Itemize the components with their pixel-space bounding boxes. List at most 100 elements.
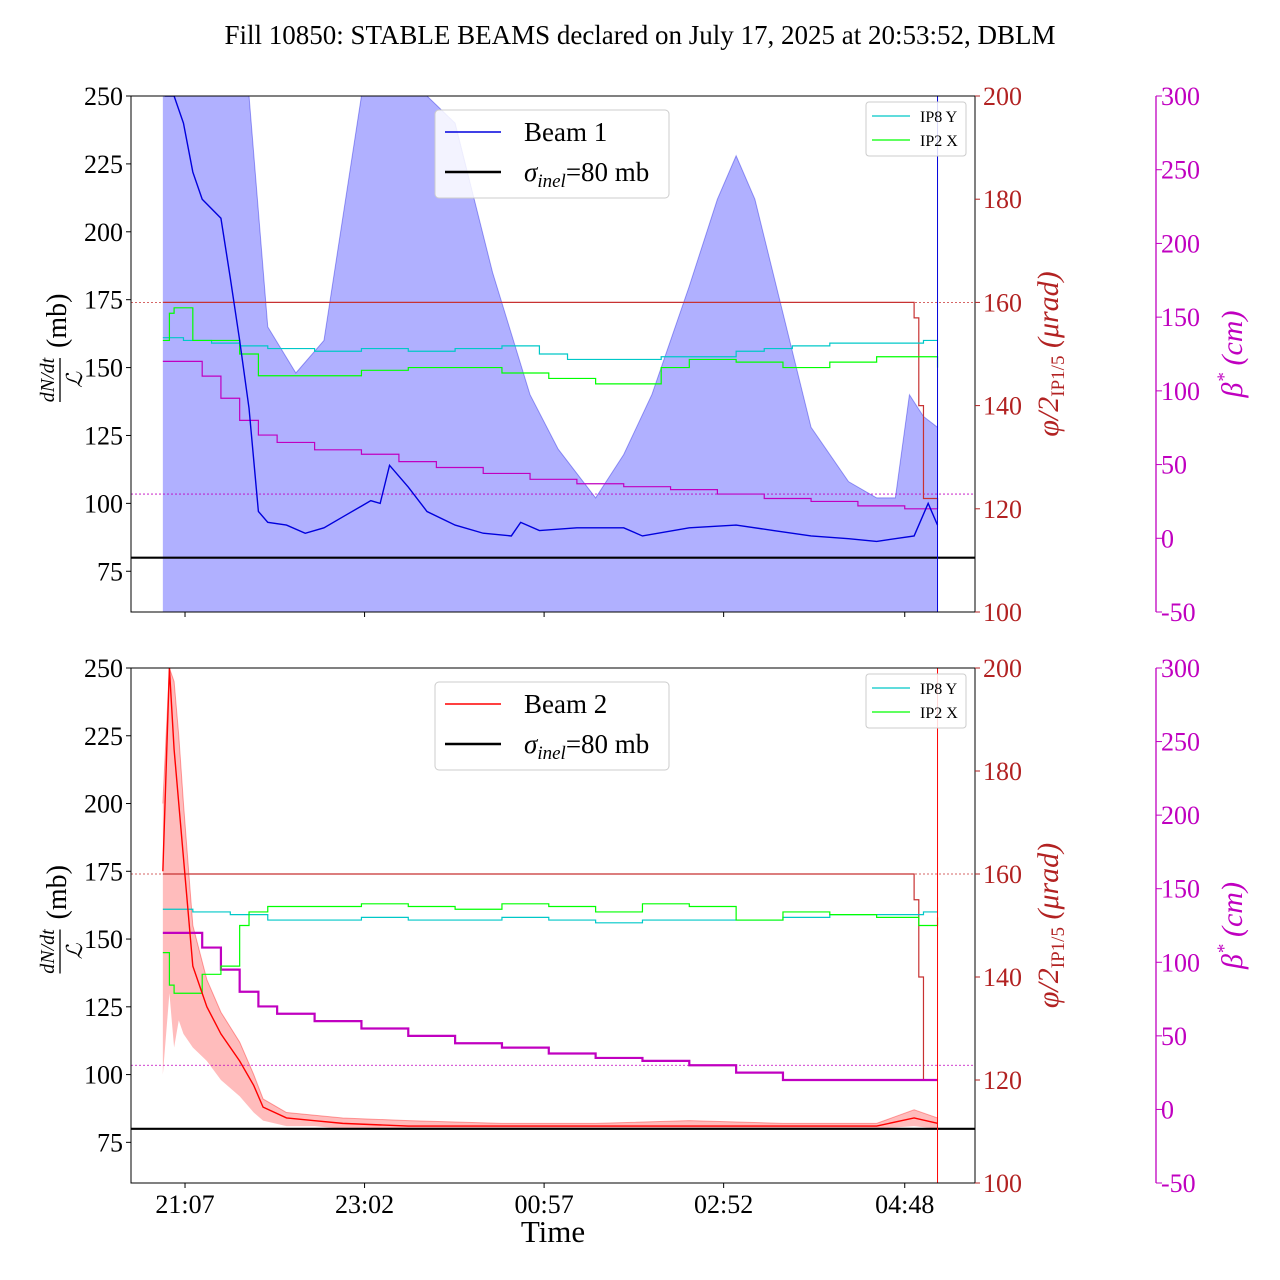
y2-axis-label: φ/2IP1/5 (μrad) — [1032, 271, 1069, 436]
y2-axis-label-symbol: φ/2 — [1032, 968, 1065, 1008]
y3-tick-label: 100 — [1161, 948, 1200, 977]
x-tick-label: 02:52 — [694, 1190, 753, 1219]
y-tick-label: 150 — [84, 354, 123, 383]
y-tick-label: 225 — [84, 150, 123, 179]
y2-tick-label: 140 — [983, 963, 1022, 992]
plot-area — [131, 96, 975, 612]
y-tick-label: 175 — [84, 857, 123, 886]
y-tick-label: 100 — [84, 489, 123, 518]
y2-tick-label: 200 — [983, 654, 1022, 683]
y2-axis-label: φ/2IP1/5 (μrad) — [1032, 843, 1069, 1008]
y3-tick-label: 200 — [1161, 229, 1200, 258]
series-line-crossing — [162, 301, 939, 509]
plot-frame — [130, 667, 976, 1184]
y-axis-label: dN/dt ℒ (mb) — [37, 294, 87, 403]
y-tick-label: 175 — [84, 286, 123, 315]
y3-axis-label-sup: * — [1214, 373, 1235, 383]
legend-label-sigma-symbol: σ — [524, 157, 539, 187]
y2-tick-label: 100 — [983, 598, 1022, 627]
series-line-beta — [162, 360, 938, 510]
legend-label-ip2x: IP2 X — [920, 133, 958, 150]
y-axis-label-numerator: dN/dt — [37, 929, 59, 974]
y3-tick-label: 250 — [1161, 728, 1200, 757]
y3-tick-label: 300 — [1161, 82, 1200, 111]
series-line-beam — [164, 96, 939, 543]
y2-axis-label-unit: (μrad) — [1032, 271, 1065, 355]
series-line-crossing — [162, 873, 938, 1081]
y3-axis-label-symbol: β — [1216, 382, 1249, 398]
panel-top: 75 100 125 150 175 200 225 250 100 120 140 160 180 20… — [37, 82, 1249, 627]
y-tick-label: 200 — [84, 218, 123, 247]
legend-label-sigma: σinel=80 mb — [524, 157, 649, 192]
y2-tick-label: 180 — [983, 757, 1022, 786]
y3-axis-label: β* (cm) — [1214, 311, 1249, 399]
y3-axis-label-sup: * — [1214, 944, 1235, 954]
y-axis-label-denominator: ℒ — [62, 942, 87, 959]
x-tick-label: 00:57 — [514, 1190, 573, 1219]
y-axis-label-unit: (mb) — [42, 865, 73, 919]
y-tick-label: 225 — [84, 722, 123, 751]
series-line-ip8y — [162, 908, 938, 924]
y2-tick-label: 120 — [983, 495, 1022, 524]
y3-tick-label: 50 — [1161, 1022, 1187, 1051]
y2-axis-label-symbol: φ/2 — [1032, 397, 1065, 437]
x-tick-label: 23:02 — [335, 1190, 394, 1219]
y3-axis-label-symbol: β — [1216, 954, 1249, 970]
y3-tick-label: 50 — [1161, 451, 1187, 480]
y2-tick-label: 160 — [983, 860, 1022, 889]
y3-axis-label: β* (cm) — [1214, 882, 1249, 970]
series-line-ip2x — [162, 307, 939, 385]
y-axis-label: dN/dt ℒ (mb) — [37, 865, 87, 974]
plot-area — [131, 668, 975, 1183]
legend-label-ip8y: IP8 Y — [920, 109, 958, 126]
y-tick-label: 125 — [84, 421, 123, 450]
beam-band — [162, 96, 938, 612]
legend-label-sigma: σinel=80 mb — [524, 729, 649, 764]
legend-label-sigma-rest: =80 mb — [566, 157, 649, 187]
y2-tick-label: 140 — [983, 392, 1022, 421]
legend-main: Beam 2 σinel=80 mb — [434, 681, 670, 771]
legend-label-beam: Beam 2 — [524, 689, 607, 719]
y3-tick-label: 200 — [1161, 801, 1200, 830]
y3-tick-label: 0 — [1161, 524, 1174, 553]
y-axis-label-numerator: dN/dt — [37, 357, 59, 402]
y3-tick-label: -50 — [1161, 598, 1196, 627]
series-line-ip8y — [162, 337, 938, 361]
legend-label-ip2x: IP2 X — [920, 705, 958, 722]
legend-label-ip8y: IP8 Y — [920, 681, 958, 698]
series-line-beam — [162, 668, 938, 1127]
y-tick-label: 200 — [84, 790, 123, 819]
y2-tick-label: 120 — [983, 1066, 1022, 1095]
plot-frame — [130, 95, 976, 613]
y2-tick-label: 100 — [983, 1169, 1022, 1198]
legend-main: Beam 1 σinel=80 mb — [434, 109, 670, 199]
legend-label-sigma-sub: inel — [537, 171, 566, 192]
beam-band-edge — [162, 96, 938, 499]
y2-tick-label: 200 — [983, 82, 1022, 111]
y3-tick-label: 250 — [1161, 156, 1200, 185]
y3-tick-label: 150 — [1161, 303, 1200, 332]
legend-label-sigma-symbol: σ — [524, 729, 539, 759]
y3-tick-label: -50 — [1161, 1169, 1196, 1198]
legend-label-sigma-sub: inel — [537, 743, 566, 764]
series-line-ip2x — [162, 903, 939, 994]
x-tick-label: 21:07 — [155, 1190, 214, 1219]
y-axis-label-denominator: ℒ — [62, 371, 87, 388]
y2-tick-label: 180 — [983, 185, 1022, 214]
y3-tick-label: 300 — [1161, 654, 1200, 683]
y-tick-label: 150 — [84, 925, 123, 954]
legend-label-beam: Beam 1 — [524, 117, 607, 147]
y3-axis-label-unit: (cm) — [1216, 311, 1249, 373]
series-line-beta — [162, 931, 938, 1082]
y2-axis-label-unit: (μrad) — [1032, 843, 1065, 927]
y3-tick-label: 0 — [1161, 1095, 1174, 1124]
beam-band-edge — [162, 668, 938, 1124]
y-tick-label: 125 — [84, 993, 123, 1022]
figure-title: Fill 10850: STABLE BEAMS declared on Jul… — [224, 20, 1055, 50]
y-tick-label: 250 — [84, 82, 123, 111]
y-axis-label-unit: (mb) — [42, 294, 73, 348]
legend-small: IP8 Y IP2 X — [865, 101, 967, 157]
x-tick-label: 04:48 — [875, 1190, 934, 1219]
y3-tick-label: 150 — [1161, 875, 1200, 904]
